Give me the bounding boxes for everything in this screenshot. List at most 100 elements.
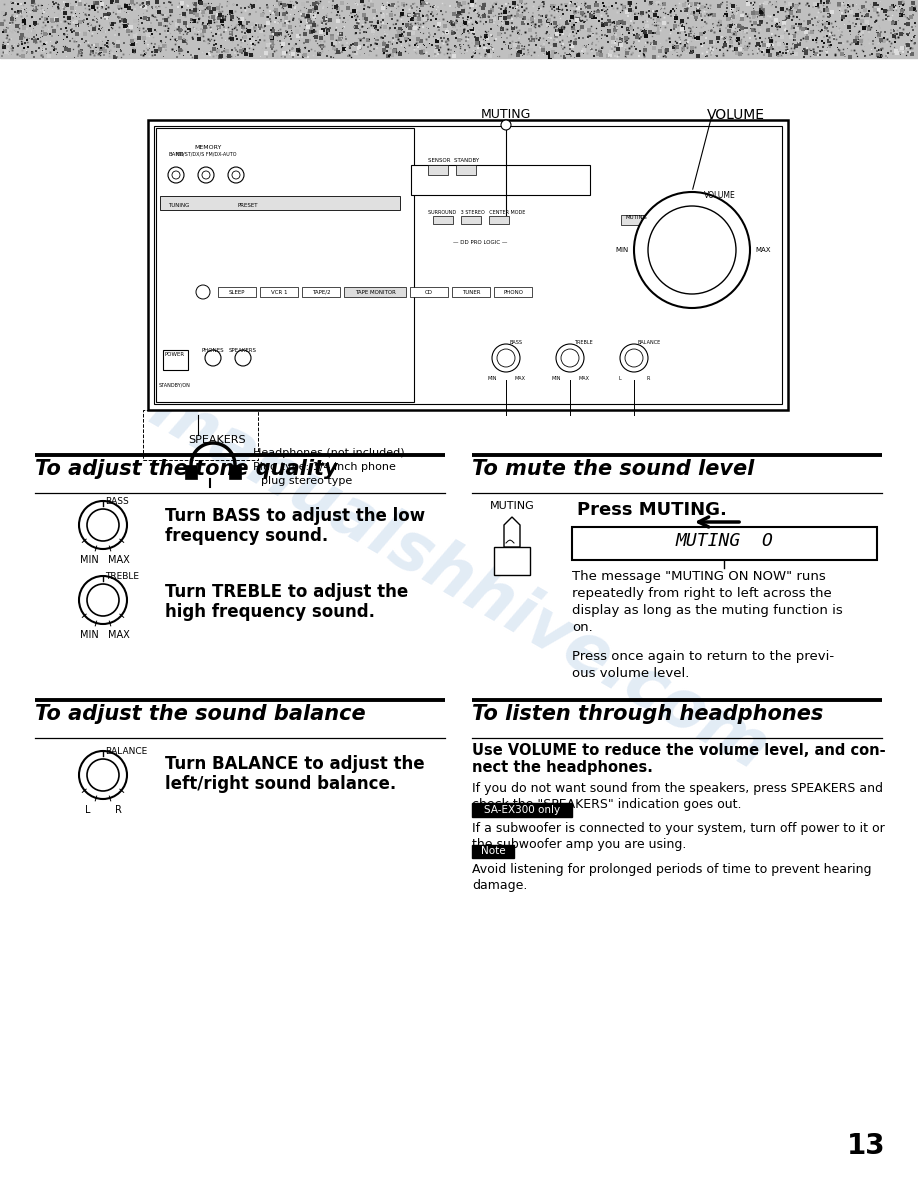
Polygon shape — [504, 517, 520, 546]
Text: POWER: POWER — [165, 352, 185, 358]
Text: CD: CD — [425, 290, 433, 295]
Bar — [344, 287, 406, 297]
Text: the subwoofer amp you are using.: the subwoofer amp you are using. — [472, 838, 687, 851]
Circle shape — [228, 168, 244, 183]
Text: Press once again to return to the previ-: Press once again to return to the previ- — [572, 650, 834, 663]
Bar — [185, 465, 197, 479]
Text: MAX: MAX — [108, 555, 129, 565]
Text: MAX: MAX — [578, 375, 589, 381]
Text: BASS: BASS — [510, 340, 523, 345]
Circle shape — [492, 345, 520, 372]
Text: high frequency sound.: high frequency sound. — [165, 604, 375, 621]
Circle shape — [168, 168, 184, 183]
Text: TUNER: TUNER — [462, 290, 480, 295]
Text: TAPE/2: TAPE/2 — [312, 290, 330, 295]
Bar — [428, 165, 448, 175]
Text: FM/ST/DX/S FM/DX-AUTO: FM/ST/DX/S FM/DX-AUTO — [175, 152, 236, 157]
Text: MAX: MAX — [514, 375, 525, 381]
Text: L: L — [85, 805, 91, 815]
Text: display as long as the muting function is: display as long as the muting function i… — [572, 604, 843, 617]
Circle shape — [235, 350, 251, 366]
Text: MUTING: MUTING — [625, 215, 647, 220]
Circle shape — [79, 501, 127, 549]
Bar — [302, 287, 340, 297]
Text: PRESET: PRESET — [238, 203, 259, 208]
Text: SLEEP: SLEEP — [229, 290, 245, 295]
Text: To adjust the sound balance: To adjust the sound balance — [35, 704, 365, 723]
Text: MUTING: MUTING — [489, 501, 534, 511]
Text: If a subwoofer is connected to your system, turn off power to it or: If a subwoofer is connected to your syst… — [472, 822, 885, 835]
Text: Use VOLUME to reduce the volume level, and con-: Use VOLUME to reduce the volume level, a… — [472, 742, 886, 758]
Text: SPEAKERS: SPEAKERS — [188, 435, 246, 446]
Text: TAPE MONITOR: TAPE MONITOR — [354, 290, 396, 295]
Text: Turn BALANCE to adjust the: Turn BALANCE to adjust the — [165, 756, 425, 773]
Circle shape — [497, 349, 515, 367]
Bar — [433, 216, 453, 225]
Bar — [154, 126, 782, 404]
Text: MEMORY: MEMORY — [195, 145, 221, 150]
Text: SA-EX300 only: SA-EX300 only — [484, 805, 560, 815]
Bar — [472, 845, 514, 858]
Bar — [456, 165, 476, 175]
Text: TREBLE: TREBLE — [574, 340, 593, 345]
Text: TUNING: TUNING — [168, 203, 189, 208]
Bar — [461, 216, 481, 225]
Text: VCR 1: VCR 1 — [271, 290, 287, 295]
Text: BAND: BAND — [168, 152, 184, 157]
Text: PHONO: PHONO — [503, 290, 523, 295]
Text: VOLUME: VOLUME — [704, 190, 735, 200]
Text: damage.: damage. — [472, 879, 527, 892]
Text: Press MUTING.: Press MUTING. — [577, 501, 727, 519]
Text: MAX: MAX — [108, 630, 129, 640]
Text: R: R — [646, 375, 650, 381]
Bar — [572, 527, 877, 560]
Text: left/right sound balance.: left/right sound balance. — [165, 775, 397, 794]
Bar — [494, 287, 532, 297]
Circle shape — [561, 349, 579, 367]
Text: MIN: MIN — [487, 375, 497, 381]
Bar — [148, 120, 788, 410]
Text: SURROUND   3 STEREO   CENTER MODE: SURROUND 3 STEREO CENTER MODE — [428, 210, 525, 215]
Text: If you do not want sound from the speakers, press SPEAKERS and: If you do not want sound from the speake… — [472, 782, 883, 795]
Text: R: R — [115, 805, 121, 815]
Text: SENSOR  STANDBY: SENSOR STANDBY — [428, 158, 479, 163]
Text: The message "MUTING ON NOW" runs: The message "MUTING ON NOW" runs — [572, 570, 826, 583]
Bar — [218, 287, 256, 297]
Text: on.: on. — [572, 621, 593, 634]
Bar — [229, 465, 241, 479]
Circle shape — [556, 345, 584, 372]
Circle shape — [79, 576, 127, 624]
Text: MIN: MIN — [616, 247, 629, 253]
Text: check the "SPEAKERS" indication goes out.: check the "SPEAKERS" indication goes out… — [472, 798, 742, 811]
Text: MIN: MIN — [551, 375, 561, 381]
Text: PHONES: PHONES — [202, 348, 224, 353]
Text: VOLUME: VOLUME — [707, 108, 765, 122]
Text: MIN: MIN — [80, 630, 99, 640]
Text: Plug type: 1/4 inch phone: Plug type: 1/4 inch phone — [253, 462, 396, 472]
Circle shape — [87, 759, 119, 791]
Circle shape — [232, 171, 240, 179]
Circle shape — [198, 168, 214, 183]
Circle shape — [202, 171, 210, 179]
Text: Turn BASS to adjust the low: Turn BASS to adjust the low — [165, 507, 425, 525]
Bar — [160, 196, 400, 210]
Text: 13: 13 — [846, 1132, 885, 1159]
Bar — [163, 350, 188, 369]
Bar — [472, 803, 572, 817]
Bar — [156, 128, 414, 402]
Circle shape — [87, 584, 119, 617]
Text: MUTING: MUTING — [481, 108, 532, 121]
Bar — [260, 287, 298, 297]
Text: repeatedly from right to left across the: repeatedly from right to left across the — [572, 587, 832, 600]
Circle shape — [634, 192, 750, 308]
Text: MIN: MIN — [80, 555, 99, 565]
Text: To listen through headphones: To listen through headphones — [472, 704, 823, 723]
Circle shape — [501, 120, 511, 129]
Circle shape — [648, 206, 736, 293]
Text: STANDBY/ON: STANDBY/ON — [159, 383, 191, 387]
Bar — [0, 0, 918, 58]
Text: To adjust the tone quality: To adjust the tone quality — [35, 459, 338, 479]
Text: TREBLE: TREBLE — [105, 571, 139, 581]
Bar — [621, 215, 651, 225]
Text: manualshhive.com: manualshhive.com — [139, 375, 779, 784]
